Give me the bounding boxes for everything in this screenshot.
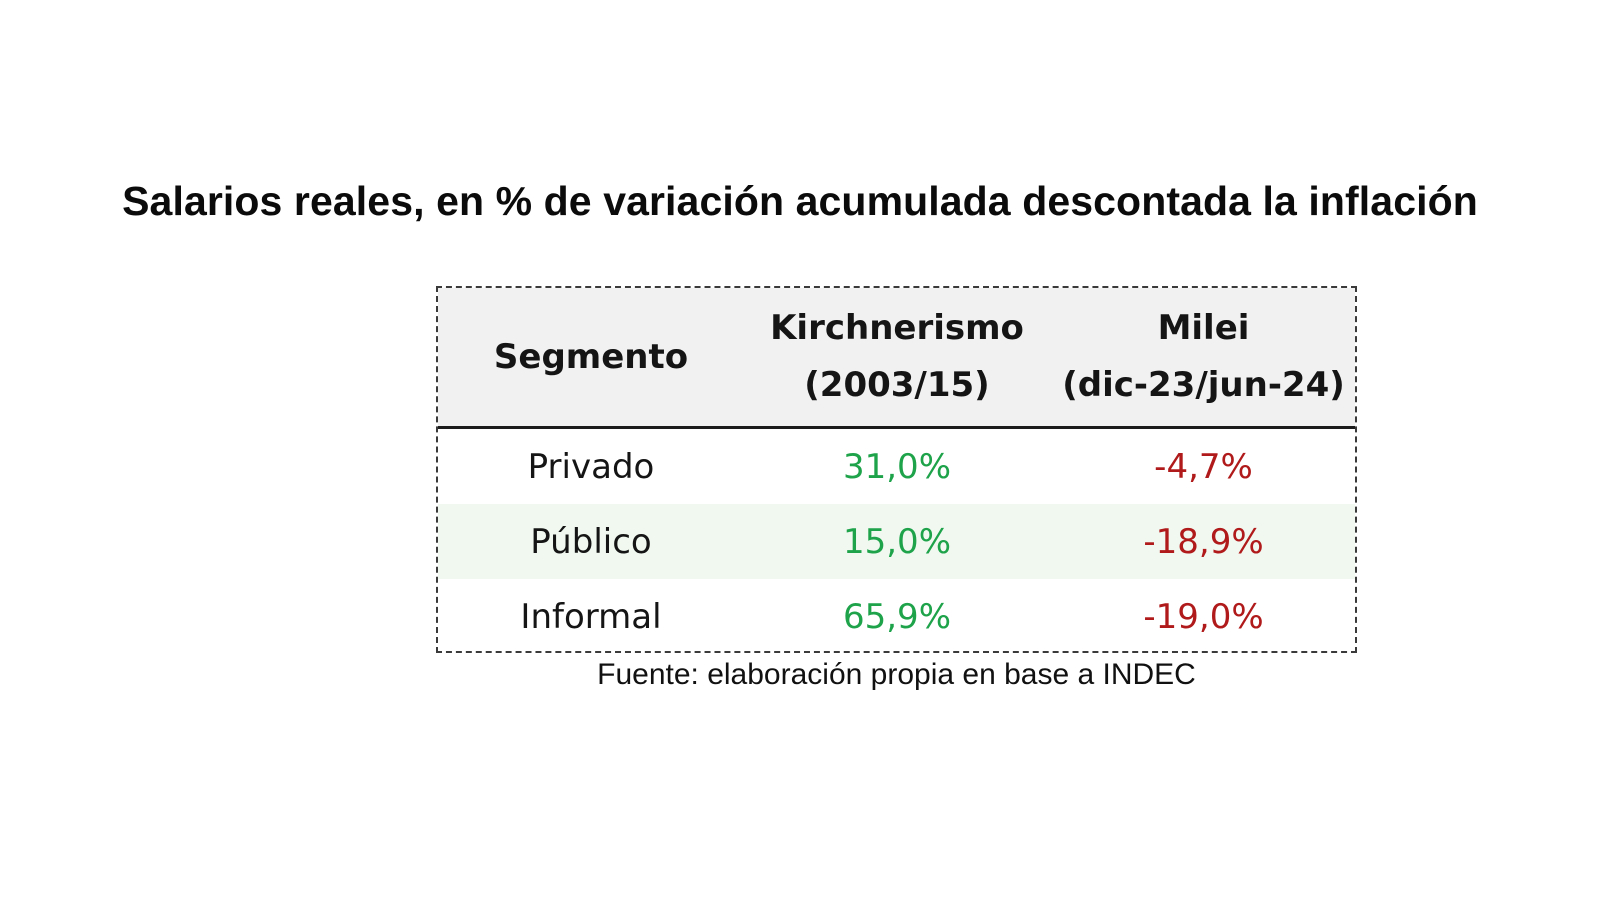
kirchnerismo-value: 31,0% <box>842 446 951 487</box>
header-segmento: Segmento <box>438 288 744 426</box>
source-note: Fuente: elaboración propia en base a IND… <box>597 658 1196 691</box>
header-milei: Milei (dic-23/jun-24) <box>1050 288 1355 426</box>
milei-value: -4,7% <box>1154 446 1253 487</box>
header-kirchnerismo-period: (2003/15) <box>804 365 990 405</box>
table-header: Segmento Kirchnerismo (2003/15) Milei (d… <box>438 288 1355 429</box>
header-milei-period: (dic-23/jun-24) <box>1062 365 1345 405</box>
page-title: Salarios reales, en % de variación acumu… <box>122 178 1478 224</box>
table-row: Público 15,0% -18,9% <box>438 504 1355 579</box>
header-kirchnerismo-label: Kirchnerismo <box>770 308 1024 348</box>
milei-value: -18,9% <box>1143 521 1264 562</box>
segment-cell: Público <box>530 521 652 562</box>
header-kirchnerismo: Kirchnerismo (2003/15) <box>744 288 1050 426</box>
segment-cell: Privado <box>527 446 655 487</box>
header-segmento-label: Segmento <box>493 336 689 377</box>
kirchnerismo-value: 15,0% <box>842 521 951 562</box>
table-row: Informal 65,9% -19,0% <box>438 579 1355 651</box>
kirchnerismo-value: 65,9% <box>842 596 951 637</box>
table-row: Privado 31,0% -4,7% <box>438 429 1355 504</box>
segment-cell: Informal <box>520 596 662 637</box>
milei-value: -19,0% <box>1143 596 1264 637</box>
salary-table: Segmento Kirchnerismo (2003/15) Milei (d… <box>436 286 1357 653</box>
header-milei-label: Milei <box>1157 308 1250 348</box>
